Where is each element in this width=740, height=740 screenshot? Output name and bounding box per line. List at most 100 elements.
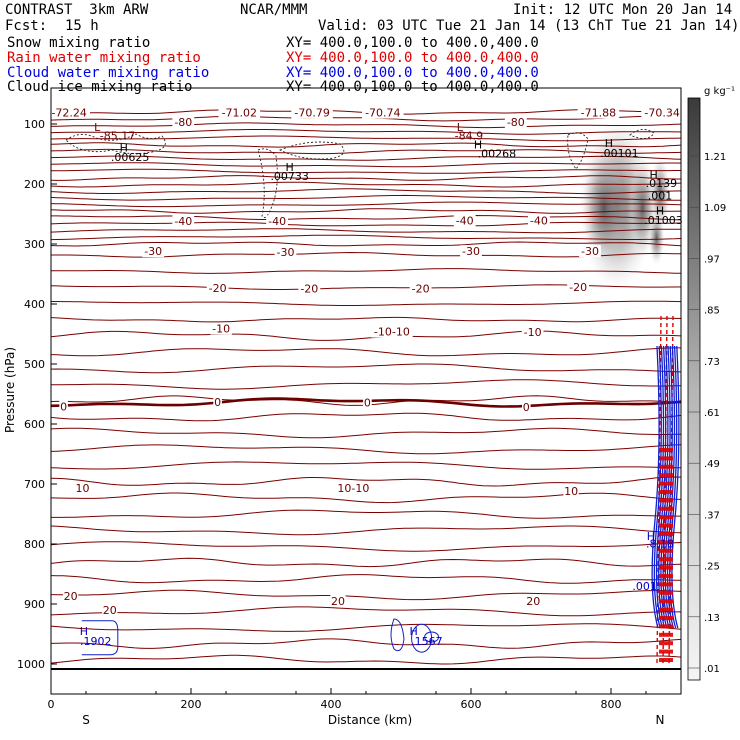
contour-label-bg <box>210 322 232 335</box>
extremum-value: -84.9 <box>455 129 483 142</box>
rain-cell <box>659 464 673 469</box>
extremum-value: .1567 <box>411 635 443 648</box>
contour-label: -40 <box>174 215 192 228</box>
temperature-contour-line <box>51 509 681 519</box>
organization: NCAR/MMM <box>240 2 308 18</box>
cloud-water-contour <box>662 345 671 629</box>
extremum-value: .01003 <box>644 214 683 227</box>
contour-label-bg <box>102 604 118 616</box>
cloud-water-contour <box>81 620 119 656</box>
rain-cell <box>659 481 673 486</box>
contour-label-bg <box>362 106 404 119</box>
rain-cell <box>659 649 673 654</box>
rain-cell <box>659 506 673 511</box>
contour-label: -80 <box>174 116 192 129</box>
contour-label-bg <box>371 325 413 338</box>
contour-label-bg <box>460 245 482 258</box>
contour-label-bg <box>63 590 79 603</box>
extrema-markers: L-85.17L-84.9H.00625H.00268H.00733H.0010… <box>80 121 683 648</box>
extremum-value: .00625 <box>111 151 150 164</box>
temperature-contour-line <box>51 316 681 323</box>
y-tick-label: 1000 <box>17 658 45 671</box>
temperature-contour-line <box>51 623 681 632</box>
x-tick-label: 0 <box>48 698 55 711</box>
low-marker: L <box>457 121 464 134</box>
forecast-label: Fcst: <box>5 18 48 34</box>
contour-label: 20 <box>331 595 345 608</box>
temperature-contour-line <box>51 168 681 174</box>
contour-label: -71.02 <box>222 107 257 120</box>
colorbar-label: .97 <box>704 254 720 265</box>
contour-label-bg <box>577 106 620 119</box>
colorbar-label: .61 <box>704 408 720 419</box>
field-cloudice-xy: XY= 400.0,100.0 to 400.0,400.0 <box>286 79 539 95</box>
temperature-contour-line <box>51 162 681 168</box>
extremum-value: .0139 <box>646 177 678 190</box>
cloud-water-contour <box>411 623 433 653</box>
contour-label-bg <box>172 116 195 129</box>
contour-label: -70.79 <box>294 107 329 120</box>
snow-region <box>648 211 665 265</box>
cloud-water-contour <box>424 631 440 643</box>
rain-cell <box>659 548 673 553</box>
contour-label: -10-10 <box>374 326 410 339</box>
contour-label: -20 <box>209 282 227 295</box>
contour-label: -30 <box>277 246 295 259</box>
contour-label: -40 <box>268 215 286 228</box>
y-tick-label: 800 <box>24 538 45 551</box>
extremum-value: .001 <box>648 189 673 202</box>
rain-cell <box>659 473 673 478</box>
contour-label: 10 <box>76 482 90 495</box>
cloud-water-contour <box>671 345 680 629</box>
rain-cell <box>659 658 673 662</box>
cloud-water-contour <box>669 345 678 629</box>
contour-label: 20 <box>103 604 117 617</box>
temperature-contour-line <box>51 300 681 306</box>
temperature-contour-line <box>51 444 681 455</box>
colorbar-label: .37 <box>704 510 720 521</box>
temperature-contour-line <box>51 208 681 214</box>
cloud-water-contour <box>653 345 662 629</box>
cloud-water-contour <box>655 345 665 629</box>
y-tick-label: 400 <box>24 298 45 311</box>
high-marker: H <box>120 141 128 154</box>
model-title: CONTRAST 3km ARW <box>5 2 149 18</box>
high-marker: H <box>647 530 655 543</box>
contour-label: 20 <box>64 590 78 603</box>
rain-cell <box>659 616 673 620</box>
rain-cell <box>659 632 673 637</box>
rain-cell <box>659 498 673 503</box>
temperature-contours <box>51 109 681 665</box>
cloud-water-contour <box>658 345 667 629</box>
field-rain-name: Rain water mixing ratio <box>7 50 201 66</box>
x-axis-label: Distance (km) <box>328 713 412 727</box>
valid-time: Valid: 03 UTC Tue 21 Jan 14 (13 ChT Tue … <box>318 18 740 34</box>
y-tick-label: 100 <box>24 118 45 131</box>
rain-cell <box>659 456 673 461</box>
contour-label-bg <box>641 106 683 119</box>
contour-label: 0 <box>60 401 67 414</box>
field-rain-xy: XY= 400.0,100.0 to 400.0,400.0 <box>286 50 539 66</box>
temperature-contour-line <box>51 476 681 487</box>
contour-label-bg <box>330 595 346 607</box>
extremum-value: .8.18 <box>646 537 674 550</box>
colorbar-label: .85 <box>704 306 720 317</box>
temperature-contour-line <box>51 201 681 208</box>
rain-cell <box>659 490 673 494</box>
snow-colorbar: .01 .13 .25 .37 .49 .61 .73 .85 .97 1.09 1.21 <box>687 97 726 681</box>
high-marker: H <box>409 625 417 638</box>
snow-region <box>582 154 626 262</box>
x-end-label-north: N <box>656 713 665 727</box>
temperature-contour-line <box>51 589 681 601</box>
contour-label-bg <box>74 482 91 495</box>
contour-label-bg <box>363 396 372 409</box>
y-tick-label: 700 <box>24 478 45 491</box>
temperature-contour-line <box>51 541 681 552</box>
extremum-value: .001 <box>632 580 657 593</box>
contour-label: -70.74 <box>365 107 400 120</box>
contour-label: -10 <box>212 323 230 336</box>
extremum-value: -85.17 <box>100 129 135 142</box>
y-tick-label: 600 <box>24 418 45 431</box>
rain-cell <box>659 540 673 545</box>
y-tick-label: 200 <box>24 178 45 191</box>
